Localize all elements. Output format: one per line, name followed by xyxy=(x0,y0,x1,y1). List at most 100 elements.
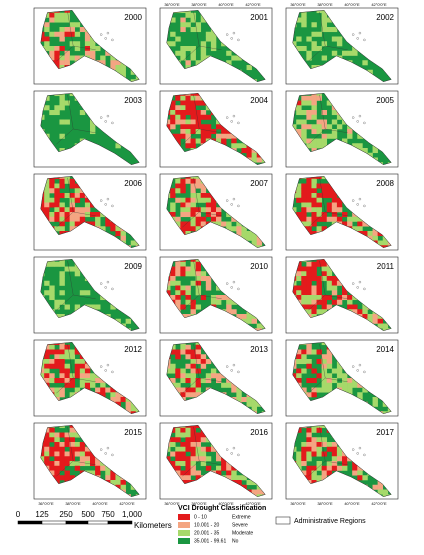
admin-boundary xyxy=(182,177,222,228)
lon-label: 40°0'0"E xyxy=(218,501,234,506)
map-cell xyxy=(326,17,333,23)
map-cell xyxy=(321,378,328,384)
map-cell xyxy=(216,212,222,218)
map-cell xyxy=(44,349,50,355)
map-cell xyxy=(74,207,81,213)
map-panel: 2011 xyxy=(285,256,399,334)
map-cell xyxy=(175,290,181,296)
map-cell xyxy=(306,261,312,267)
map-cell xyxy=(54,465,60,471)
map-cell xyxy=(185,133,191,139)
map-cell xyxy=(100,60,106,66)
map-cell xyxy=(79,461,86,467)
map-cell xyxy=(74,212,81,218)
map-cell xyxy=(185,299,191,305)
map-cell xyxy=(241,231,247,237)
map-cell xyxy=(110,480,116,486)
map-cell xyxy=(170,437,176,443)
map-cell xyxy=(190,259,196,263)
lon-label: 36°0'0"E xyxy=(290,501,306,506)
legend-swatch xyxy=(178,514,190,520)
map-outline xyxy=(166,342,266,414)
map-cell xyxy=(54,299,60,305)
map-cell xyxy=(59,276,65,282)
map-cell xyxy=(180,178,186,184)
map-cell xyxy=(241,484,247,490)
map-cell xyxy=(221,465,227,471)
map-cell xyxy=(316,212,322,218)
map-cell xyxy=(205,193,212,199)
map-cell xyxy=(246,65,252,71)
map-cell xyxy=(90,50,96,56)
map-cell xyxy=(69,392,76,398)
island xyxy=(356,120,359,123)
map-cell xyxy=(306,304,312,310)
map-cell xyxy=(69,212,76,218)
map-cell xyxy=(190,46,196,52)
legend-title: VCI Drought Classification xyxy=(178,505,266,512)
legend-swatch xyxy=(178,522,190,528)
map-cell xyxy=(115,226,121,232)
map-cell xyxy=(301,304,307,310)
panel-year: 2002 xyxy=(376,13,394,22)
admin-boundary xyxy=(308,260,348,311)
map-cell xyxy=(64,100,70,106)
map-cell xyxy=(205,207,212,213)
map-cell xyxy=(256,157,263,163)
map-cell xyxy=(54,349,60,355)
map-cell xyxy=(64,378,70,384)
map-cell xyxy=(321,470,328,476)
map-cell xyxy=(311,271,317,277)
map-cell xyxy=(90,456,96,462)
map-cell xyxy=(49,349,55,355)
map-cell xyxy=(195,349,202,355)
map-cell xyxy=(246,231,252,237)
map-cell xyxy=(54,55,60,61)
map-cell xyxy=(185,392,191,398)
map-cell xyxy=(64,373,70,379)
map-cell xyxy=(311,290,317,296)
map-cell xyxy=(306,285,312,291)
map-cell xyxy=(342,212,348,218)
map-cell xyxy=(44,461,50,467)
map-cell xyxy=(311,475,317,481)
map-cell xyxy=(311,216,317,222)
map-cell xyxy=(195,93,202,97)
map-cell xyxy=(321,10,328,14)
map-cell xyxy=(175,110,181,116)
map-cell xyxy=(100,387,106,393)
map-cell xyxy=(301,359,307,365)
map-cell xyxy=(316,373,322,379)
map-cell xyxy=(190,465,196,471)
map-cell xyxy=(292,280,297,286)
island xyxy=(100,448,103,451)
map-cell xyxy=(90,55,96,61)
map-cell xyxy=(311,46,317,52)
lon-label: 38°0'0"E xyxy=(317,2,333,7)
map-cell xyxy=(175,470,181,476)
map-cell xyxy=(342,461,348,467)
map-cell xyxy=(246,314,252,320)
map-outline xyxy=(292,425,392,497)
map-cell xyxy=(44,46,50,52)
map-cell xyxy=(306,470,312,476)
map-cell xyxy=(200,41,207,47)
island xyxy=(226,199,229,202)
map-cell xyxy=(331,276,338,282)
map-cell xyxy=(105,216,111,222)
island xyxy=(363,453,366,457)
map-cell xyxy=(321,183,328,189)
map-cell xyxy=(256,323,263,329)
map-cell xyxy=(190,55,196,61)
map-cell xyxy=(316,93,322,97)
map-cell xyxy=(301,133,307,139)
map-cell xyxy=(44,212,50,218)
map-cell xyxy=(246,480,252,486)
map-cell xyxy=(306,138,312,144)
map-cell xyxy=(326,446,333,452)
island xyxy=(356,203,359,206)
map-cell xyxy=(316,461,322,467)
map-cell xyxy=(185,378,191,384)
map-cell xyxy=(241,226,247,232)
map-cell xyxy=(331,456,338,462)
